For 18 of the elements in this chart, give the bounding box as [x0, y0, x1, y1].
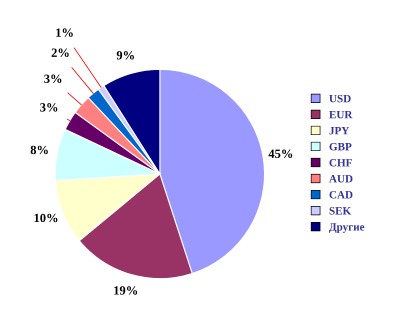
legend-label: Другие: [329, 223, 364, 233]
legend-label: CAD: [330, 191, 352, 199]
data-label: 3%: [40, 103, 58, 112]
legend-label: AUD: [329, 175, 352, 182]
legend-label: USD: [329, 94, 351, 102]
data-label: 19%: [114, 286, 138, 295]
data-label: 2%: [52, 48, 69, 57]
data-label: 8%: [30, 146, 48, 154]
data-label: 1%: [56, 28, 73, 37]
data-label: 9%: [116, 51, 134, 60]
data-label: 10%: [34, 214, 58, 222]
legend-label: GBP: [330, 142, 352, 150]
data-label: 3%: [44, 74, 62, 84]
data-label: 45%: [268, 150, 292, 158]
legend-label: SEK: [330, 207, 352, 215]
legend-label: EUR: [329, 110, 353, 118]
legend-label: JPY: [329, 127, 350, 134]
legend-label: CHF: [330, 159, 352, 166]
